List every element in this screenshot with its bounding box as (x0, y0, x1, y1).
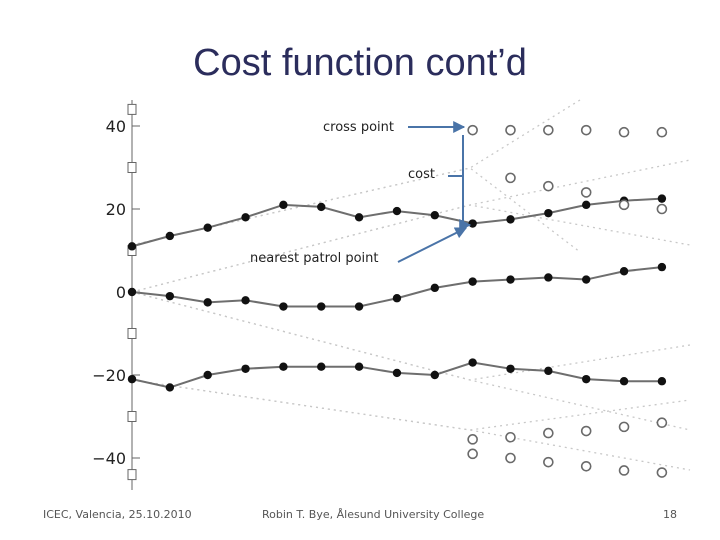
patrol-point (657, 377, 667, 386)
patrol-point (506, 364, 515, 373)
envelope-line (131, 379, 691, 471)
patrol-point (657, 194, 667, 203)
cross-point-marker (656, 126, 668, 138)
patrol-point (619, 267, 629, 276)
cross-point-marker (656, 203, 668, 215)
patrol-point (544, 366, 553, 376)
patrol-point (279, 362, 288, 371)
cross-point-label: cross point (323, 120, 394, 135)
patrol-point (619, 377, 629, 386)
cross-point-marker (543, 427, 554, 439)
cross-point-marker (618, 199, 630, 211)
cross-point-marker (505, 172, 516, 184)
cross-point-marker (505, 124, 516, 136)
envelope-line (131, 204, 691, 293)
patrol-point (165, 383, 175, 392)
cross-point-marker (543, 180, 554, 192)
patrol-point (430, 211, 439, 220)
patrol-point (165, 291, 175, 301)
patrol-point (317, 202, 326, 212)
patrol-point (582, 374, 591, 384)
patrol-point (354, 213, 364, 222)
patrol-point (468, 219, 477, 228)
patrol-point (544, 273, 553, 282)
cross-point-marker (580, 425, 592, 437)
patrol-point (203, 298, 212, 307)
patrol-point (582, 200, 591, 210)
cross-point-marker (505, 431, 516, 443)
cross-point-marker (505, 452, 516, 464)
patrol-point (241, 213, 250, 222)
y-tick-label: −20 (92, 366, 126, 385)
patrol-point (506, 215, 515, 224)
patrol-point (317, 302, 326, 311)
patrol-point (203, 370, 212, 380)
cross-point-marker (580, 460, 592, 472)
envelope-line (131, 379, 691, 431)
cross-point-marker (656, 417, 668, 429)
slide-title: Cost function cont’d (193, 42, 527, 84)
patrol-point (127, 242, 137, 251)
patrol-point (582, 275, 591, 284)
cross-point-marker (618, 126, 630, 138)
axis-marker (127, 469, 137, 481)
patrol-point (241, 296, 250, 305)
footer-page-number: 18 (663, 508, 677, 521)
cross-point-marker (580, 187, 592, 198)
patrol-point (392, 368, 402, 378)
series-layer (127, 124, 668, 478)
patrol-point (127, 287, 137, 297)
patrol-point (430, 370, 439, 380)
cross-point-marker (618, 421, 630, 433)
y-tick-label: 0 (116, 283, 126, 302)
cross-point-marker (543, 124, 554, 136)
y-tick-label: 40 (106, 117, 126, 136)
patrol-point (203, 223, 212, 232)
cross-point-marker (618, 465, 630, 476)
y-tick-label: −40 (92, 449, 126, 468)
axis-marker (127, 103, 137, 115)
patrol-point (354, 302, 364, 311)
envelope-line (131, 291, 691, 381)
cross-point-marker (580, 124, 592, 136)
patrol-point (392, 294, 402, 303)
annotation-layer: cross point cost nearest patrol point (250, 120, 472, 266)
axis-marker (127, 328, 137, 339)
patrol-point (165, 231, 175, 241)
patrol-point (279, 302, 288, 311)
cross-point-marker (467, 434, 478, 445)
footer-author: Robin T. Bye, Ålesund University College (262, 508, 485, 521)
patrol-point (544, 208, 553, 218)
patrol-point (354, 362, 364, 371)
cross-point-marker (543, 456, 554, 468)
patrol-point (279, 200, 288, 210)
footer-venue: ICEC, Valencia, 25.10.2010 (43, 508, 192, 521)
axis-marker (127, 411, 137, 422)
patrol-point (506, 275, 515, 284)
envelope-line (131, 291, 691, 431)
patrol-point (127, 374, 137, 384)
patrol-point (657, 262, 667, 272)
patrol-point (468, 358, 477, 367)
nearest-patrol-point-label: nearest patrol point (250, 251, 379, 266)
patrol-point (430, 283, 439, 293)
patrol-point (241, 364, 250, 373)
patrol-point (468, 277, 477, 286)
patrol-point (317, 362, 326, 371)
patrol-point (392, 206, 402, 216)
cross-point-marker (467, 448, 478, 460)
cross-point-marker (656, 467, 668, 478)
axis-marker (127, 162, 137, 173)
envelope-lines (131, 99, 691, 471)
cross-point-marker (467, 124, 478, 136)
y-tick-label: 20 (106, 200, 126, 219)
nearest-patrol-point-arrow (397, 227, 468, 263)
cost-label: cost (408, 167, 435, 182)
